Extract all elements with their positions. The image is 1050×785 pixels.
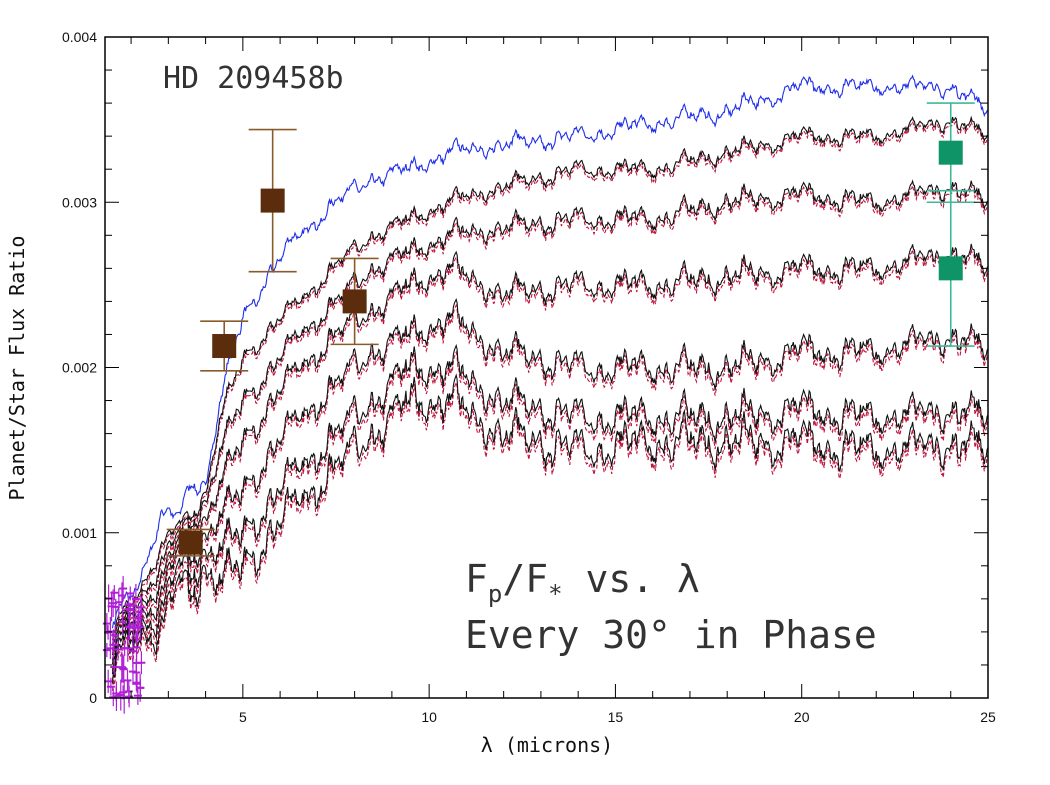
x-axis-label: λ (microns) — [481, 733, 613, 757]
model-line-black — [111, 243, 989, 656]
model-line-black — [111, 343, 989, 675]
brown-observation-point — [212, 334, 237, 359]
chart-title: HD 209458b — [163, 61, 344, 96]
x-tick-label: 15 — [608, 709, 624, 725]
y-tick-label: 0 — [89, 690, 97, 706]
y-axis-label: Planet/Star Flux Ratio — [5, 236, 29, 501]
y-tick-label: 0.004 — [62, 29, 97, 45]
annotation-line-1: Fp/F* vs. λ — [465, 557, 700, 608]
model-line-black — [111, 115, 989, 637]
brown-observation-point — [260, 188, 285, 213]
brown-observation-point — [178, 530, 203, 555]
model-line-black — [111, 373, 989, 684]
model-line-red — [111, 119, 989, 641]
y-tick-label: 0.003 — [62, 194, 97, 210]
model-line-red — [111, 303, 989, 671]
model-line-red — [111, 350, 989, 681]
y-tick-label: 0.001 — [62, 525, 97, 541]
model-line-red — [111, 380, 989, 691]
brown-observation-point — [342, 289, 367, 314]
model-line-red — [111, 249, 989, 661]
green-observation-point — [938, 256, 963, 281]
model-line-red — [111, 183, 989, 651]
y-tick-label: 0.002 — [62, 360, 97, 376]
green-observation-point — [938, 140, 963, 165]
x-tick-label: 10 — [421, 709, 437, 725]
annotation-line-2: Every 30° in Phase — [465, 613, 877, 657]
model-line-black — [111, 298, 989, 665]
x-tick-label: 5 — [239, 709, 247, 725]
model-spectra — [111, 74, 989, 691]
x-tick-label: 25 — [980, 709, 996, 725]
model-line-black — [111, 179, 989, 646]
observation-points — [166, 102, 975, 557]
model-line-blue — [111, 74, 989, 629]
axis-ticks: 5 10 15 20 25 0 0.001 0.002 0.003 0.004 — [62, 29, 996, 725]
x-tick-label: 20 — [794, 709, 810, 725]
